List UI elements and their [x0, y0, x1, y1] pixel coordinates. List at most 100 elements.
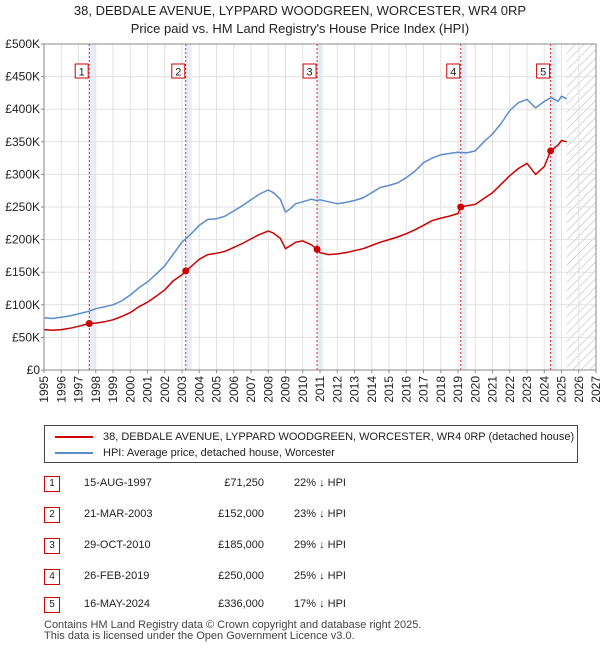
- x-tick-label: 2020: [468, 376, 482, 403]
- x-tick-label: 2002: [158, 376, 172, 403]
- sale-3-point: [313, 245, 321, 253]
- y-tick-label: £100K: [5, 298, 40, 312]
- sale-price: £152,000: [218, 508, 264, 520]
- title-line-2: Price paid vs. HM Land Registry's House …: [130, 21, 470, 36]
- x-tick-label: 2003: [175, 376, 189, 403]
- hpi-series-line: [44, 95, 568, 320]
- legend-property-swatch: [55, 436, 93, 438]
- sale-row: 1 15-AUG-1997 £71,250 22% ↓ HPI: [44, 476, 584, 496]
- sale-5-marker-label: 5: [540, 67, 546, 79]
- sale-2-marker-label: 2: [175, 67, 181, 79]
- sale-row: 4 26-FEB-2019 £250,000 25% ↓ HPI: [44, 569, 584, 589]
- x-tick-label: 2010: [296, 376, 310, 403]
- sale-hpi-diff: 29% ↓ HPI: [294, 539, 346, 551]
- x-tick-label: 2014: [365, 376, 379, 403]
- legend-property: 38, DEBDALE AVENUE, LYPPARD WOODGREEN, W…: [55, 429, 574, 445]
- legend: 38, DEBDALE AVENUE, LYPPARD WOODGREEN, W…: [44, 425, 578, 463]
- footer-copyright: Contains HM Land Registry data © Crown c…: [44, 619, 422, 631]
- title-line-1: 38, DEBDALE AVENUE, LYPPARD WOODGREEN, W…: [73, 3, 527, 18]
- sale-4-marker-box: [446, 63, 461, 79]
- sale-4-marker-label: 4: [450, 67, 456, 79]
- sale-row: 3 29-OCT-2010 £185,000 29% ↓ HPI: [44, 538, 584, 558]
- sale-1-marker-box: [74, 63, 89, 79]
- x-tick-label: 2021: [486, 376, 500, 403]
- y-tick-label: £400K: [5, 102, 40, 116]
- sale-3-marker-label: 3: [307, 67, 313, 79]
- x-tick-label: 2018: [434, 376, 448, 403]
- sale-5-marker-box: [536, 63, 551, 79]
- sale-number-badge: 4: [44, 569, 60, 585]
- x-tick-label: 2022: [503, 376, 517, 403]
- sale-2-marker-box: [171, 63, 186, 79]
- sale-hpi-diff: 22% ↓ HPI: [294, 477, 346, 489]
- x-tick-label: 2016: [399, 376, 413, 403]
- sale-date: 29-OCT-2010: [84, 539, 151, 551]
- sale-row: 2 21-MAR-2003 £152,000 23% ↓ HPI: [44, 507, 584, 527]
- sale-5-point: [547, 147, 555, 155]
- y-tick-label: £0: [27, 363, 41, 377]
- x-tick-label: 2006: [227, 376, 241, 403]
- x-tick-label: 1997: [72, 376, 86, 403]
- x-tick-label: 2026: [572, 376, 586, 403]
- legend-hpi: HPI: Average price, detached house, Worc…: [55, 445, 335, 461]
- y-tick-label: £300K: [5, 167, 40, 181]
- x-tick-label: 2004: [192, 376, 206, 403]
- x-tick-label: 2013: [348, 376, 362, 403]
- y-tick-label: £500K: [5, 37, 40, 51]
- x-tick-label: 2019: [451, 376, 465, 403]
- x-tick-label: 2007: [244, 376, 258, 403]
- x-tick-label: 1996: [54, 376, 68, 403]
- sale-number-badge: 1: [44, 476, 60, 492]
- sale-row: 5 16-MAY-2024 £336,000 17% ↓ HPI: [44, 597, 584, 617]
- property-series-line: [44, 139, 567, 331]
- sale-number-badge: 5: [44, 597, 60, 613]
- price-chart: 1 2 3 4 5 £0 £50K £100K £150K £200K £250K £300K £350…: [5, 37, 600, 403]
- x-tick-label: 1998: [89, 376, 103, 403]
- sale-4-point: [457, 203, 465, 211]
- x-tick-label: 2025: [555, 376, 569, 403]
- x-tick-label: 2017: [417, 376, 431, 403]
- x-tick-label: 2012: [330, 376, 344, 403]
- series-group: [44, 95, 568, 331]
- sale-2-point: [182, 267, 190, 275]
- sale-date: 16-MAY-2024: [84, 598, 151, 610]
- x-tick-label: 2024: [537, 376, 551, 403]
- legend-hpi-swatch: [55, 452, 93, 454]
- sale-price: £71,250: [224, 477, 264, 489]
- x-tick-label: 2009: [279, 376, 293, 403]
- sale-date: 15-AUG-1997: [84, 477, 152, 489]
- sale-price: £185,000: [218, 539, 264, 551]
- sale-price: £336,000: [218, 598, 264, 610]
- x-tick-label: 2008: [261, 376, 275, 403]
- y-tick-label: £150K: [5, 265, 40, 279]
- legend-property-label: 38, DEBDALE AVENUE, LYPPARD WOODGREEN, W…: [103, 431, 575, 443]
- sale-hpi-diff: 17% ↓ HPI: [294, 598, 346, 610]
- sale-date: 26-FEB-2019: [84, 570, 150, 582]
- x-tick-label: 2000: [123, 376, 137, 403]
- x-tick-label: 2011: [313, 376, 327, 402]
- x-tick-label: 1995: [37, 376, 51, 403]
- sale-1-point: [85, 320, 93, 328]
- x-tick-label: 2001: [141, 376, 155, 403]
- sale-number-badge: 2: [44, 507, 60, 523]
- y-tick-label: £350K: [5, 135, 40, 149]
- chart-title: 38, DEBDALE AVENUE, LYPPARD WOODGREEN, W…: [0, 2, 600, 38]
- sale-1-marker-label: 1: [79, 67, 85, 79]
- x-tick-label: 2023: [520, 376, 534, 403]
- footer: Contains HM Land Registry data © Crown c…: [44, 620, 421, 642]
- y-tick-label: £250K: [5, 200, 40, 214]
- sale-hpi-diff: 25% ↓ HPI: [294, 570, 346, 582]
- legend-hpi-label: HPI: Average price, detached house, Worc…: [103, 447, 335, 459]
- x-tick-label: 1999: [106, 376, 120, 403]
- sale-date: 21-MAR-2003: [84, 508, 153, 520]
- x-tick-label: 2005: [210, 376, 224, 403]
- y-tick-label: £450K: [5, 70, 40, 84]
- y-tick-label: £50K: [12, 330, 40, 344]
- sale-hpi-diff: 23% ↓ HPI: [294, 508, 346, 520]
- x-tick-label: 2027: [589, 376, 600, 403]
- x-tick-label: 2015: [382, 376, 396, 403]
- sale-price: £250,000: [218, 570, 264, 582]
- sale-number-badge: 3: [44, 538, 60, 554]
- footer-licence: This data is licensed under the Open Gov…: [44, 630, 355, 642]
- y-tick-label: £200K: [5, 233, 40, 247]
